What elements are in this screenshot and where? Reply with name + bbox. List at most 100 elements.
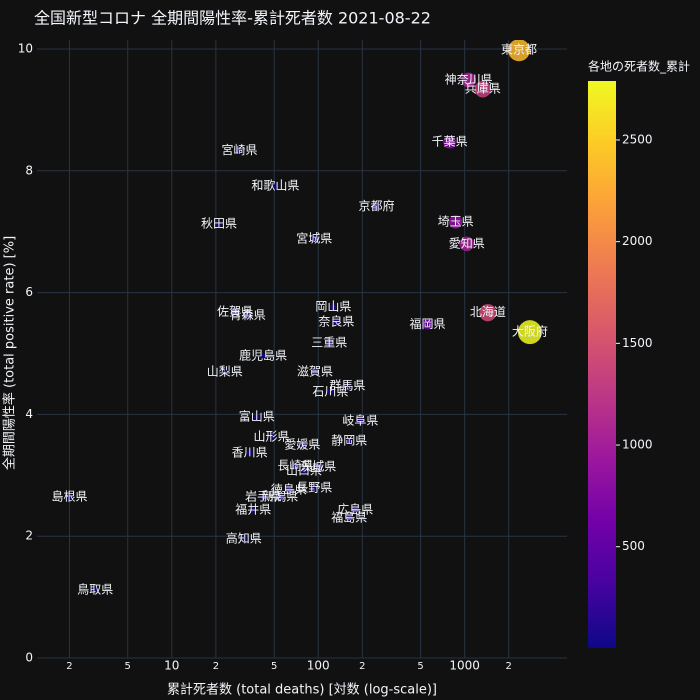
point-label: 佐賀県 (217, 305, 253, 319)
y-tick-label: 8 (25, 163, 33, 177)
marker (311, 485, 318, 492)
point-label: 長崎県 (278, 459, 314, 473)
marker (461, 72, 477, 88)
marker (285, 486, 292, 493)
x-tick-label: 10 (164, 659, 179, 673)
marker (66, 494, 73, 501)
point-label: 愛媛県 (284, 437, 320, 451)
marker (231, 309, 238, 316)
x-tick-label: 5 (417, 661, 423, 672)
marker (250, 507, 257, 514)
point-label: 長野県 (296, 481, 332, 495)
point-label: 北海道 (470, 304, 506, 319)
marker (346, 514, 353, 521)
marker (327, 388, 334, 395)
point-label: 愛知県 (449, 236, 485, 250)
y-tick-label: 4 (25, 407, 33, 421)
colorbar-tick-label: 1500 (622, 336, 653, 350)
marker (236, 147, 243, 154)
point-label: 埼玉県 (438, 214, 474, 228)
y-tick-label: 10 (18, 42, 33, 56)
marker (459, 236, 475, 252)
marker (315, 463, 322, 470)
marker (326, 340, 333, 347)
colorbar-tick-label: 2500 (622, 132, 653, 146)
point-label: 山口県 (286, 464, 322, 478)
marker (517, 320, 542, 345)
marker (311, 236, 318, 243)
marker (272, 183, 279, 190)
point-label: 山梨県 (207, 364, 243, 378)
marker (240, 536, 247, 543)
point-label: 岐阜県 (342, 414, 378, 428)
point-label: 鹿児島県 (239, 347, 287, 362)
colorbar-tick-label: 500 (622, 539, 645, 553)
x-tick-label: 2 (359, 661, 365, 672)
chart-title: 全国新型コロナ 全期間陽性率-累計死者数 2021-08-22 (34, 9, 431, 28)
marker (221, 368, 228, 375)
point-label: 和歌山県 (251, 178, 299, 193)
point-label: 秋田県 (201, 216, 237, 230)
point-label: 山形県 (254, 429, 290, 443)
point-label: 岩手県 (245, 489, 281, 504)
point-label: 広島県 (337, 502, 373, 517)
colorbar-tick-label: 1000 (622, 438, 653, 452)
marker (330, 304, 337, 311)
point-label: 宮崎県 (222, 142, 258, 157)
point-label: 福井県 (235, 502, 271, 517)
marker (253, 413, 260, 420)
grid (37, 40, 567, 659)
point-label: 青森県 (230, 307, 266, 322)
marker (344, 382, 351, 389)
colorbar (588, 81, 616, 648)
x-tick-label: 100 (307, 659, 330, 673)
x-axis-title: 累計死者数 (total deaths) [対数 (log-scale)] (167, 682, 437, 698)
x-tick-label: 2 (213, 661, 219, 672)
marker (422, 318, 433, 330)
point-label: 石川県 (312, 384, 348, 398)
point-label: 静岡県 (331, 434, 367, 448)
marker (333, 318, 340, 325)
marker (299, 441, 306, 448)
marker (479, 304, 497, 322)
point-label: 兵庫県 (465, 82, 501, 96)
x-tick-label: 5 (271, 661, 277, 672)
x-tick-label: 2 (506, 661, 512, 672)
marker (301, 468, 308, 475)
point-label: 神奈川県 (445, 73, 493, 87)
marker (277, 494, 284, 501)
marker (260, 494, 267, 501)
y-axis-title: 全期間陽性率 (total positive rate) [%] (2, 236, 18, 470)
colorbar-tick-label: 2000 (622, 234, 653, 248)
point-label: 高知県 (226, 531, 262, 546)
marker (311, 368, 318, 375)
point-label: 福岡県 (410, 316, 446, 331)
point-label: 大阪府 (512, 324, 548, 339)
point-label: 香川県 (232, 445, 268, 459)
marker (244, 312, 251, 319)
x-tick-label: 2 (66, 661, 72, 672)
point-label: 鳥取県 (77, 581, 113, 596)
point-label: 茨城県 (300, 459, 336, 473)
point-label: 宮城県 (296, 231, 332, 246)
point-label: 徳島県 (271, 481, 307, 496)
y-tick-label: 0 (25, 651, 33, 665)
point-label: 島根県 (51, 489, 87, 504)
point-label: 新潟県 (262, 489, 298, 504)
marker (507, 40, 530, 62)
point-label: 福島県 (331, 509, 367, 524)
x-tick-label: 5 (125, 661, 131, 672)
point-label: 奈良県 (318, 313, 354, 328)
marker (268, 433, 275, 440)
marker (448, 215, 463, 229)
marker (260, 352, 267, 359)
point-label: 群馬県 (329, 378, 365, 392)
point-label: 岡山県 (315, 300, 351, 314)
point-label: 東京都 (501, 43, 537, 57)
y-tick-label: 6 (25, 285, 33, 299)
marker (352, 506, 359, 514)
point-label: 滋賀県 (297, 364, 333, 378)
